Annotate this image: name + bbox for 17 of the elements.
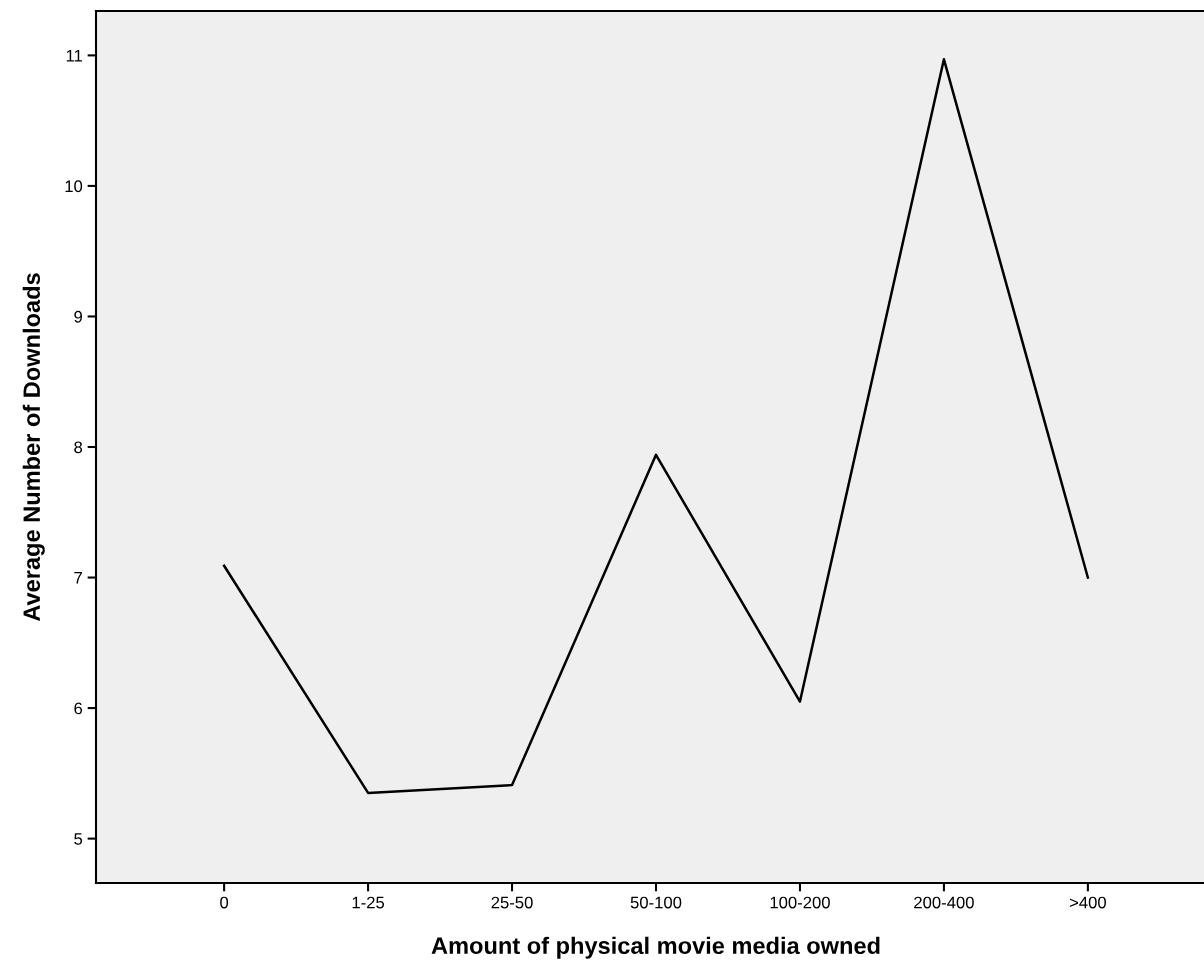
y-tick-label: 11 [66, 49, 82, 62]
y-tick-label: 8 [74, 441, 83, 454]
line-series [222, 58, 1090, 795]
y-tick-label: 7 [74, 572, 82, 584]
x-tick-label: 0 [220, 896, 229, 909]
x-tick-label: 200-400 [914, 896, 974, 909]
x-tick-label: 1-25 [352, 896, 385, 909]
x-tick-label: 100-200 [770, 896, 830, 909]
y-tick-label: 5 [74, 833, 83, 845]
y-tick-label: 6 [74, 702, 83, 715]
y-tick-label: 9 [74, 310, 83, 323]
y-axis-title: Average Number of Downloads [22, 273, 45, 622]
x-tick-label: 50-100 [630, 896, 682, 909]
x-tick-label: 25-50 [491, 896, 533, 909]
x-axis-title: Amount of physical movie media owned [431, 936, 880, 959]
x-tick-label: >400 [1069, 896, 1106, 909]
y-tick-label: 10 [65, 180, 83, 193]
